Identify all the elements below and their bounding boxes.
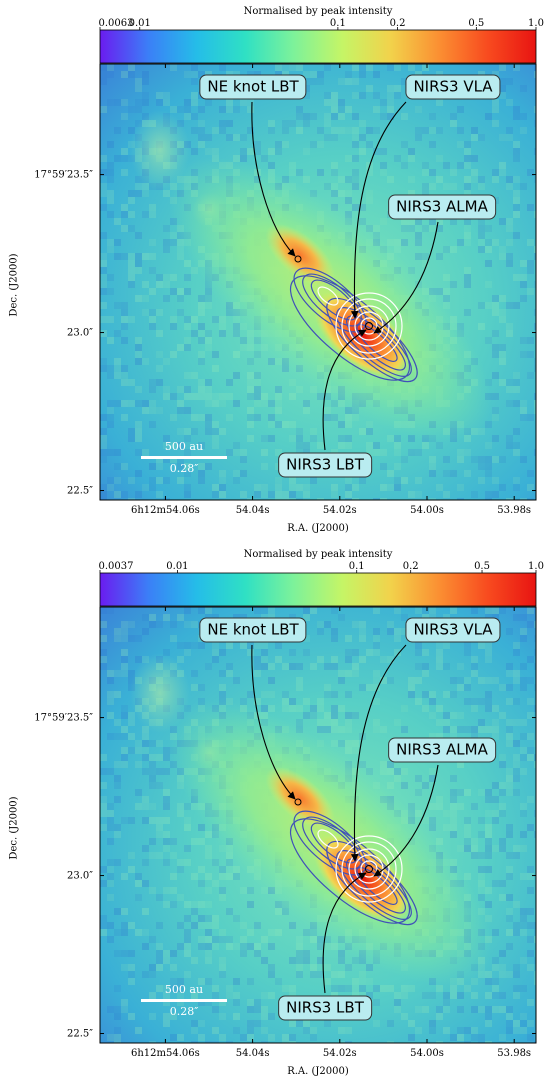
label-nirs3-lbt: NIRS3 LBT xyxy=(278,995,372,1021)
scalebar-au-label: 500 au xyxy=(164,440,204,453)
y-tick-label: 23.0″ xyxy=(66,327,93,339)
annotation-arrow xyxy=(322,872,367,994)
y-tick-label: 22.5″ xyxy=(66,1028,93,1040)
x-tick-label: 54.04s xyxy=(235,1048,270,1059)
bottom-panel: Normalised by peak intensity Dec. (J2000… xyxy=(0,543,552,1085)
annotation-arrow xyxy=(322,329,367,451)
colorbar-tick-label: 0.1 xyxy=(329,18,346,29)
label-nirs3-vla: NIRS3 VLA xyxy=(405,617,501,643)
x-tick-label: 54.02s xyxy=(322,1048,357,1059)
label-nirs3-alma: NIRS3 ALMA xyxy=(388,194,496,220)
colorbar-tick-label: 0.01 xyxy=(166,561,189,572)
x-tick-label: 54.00s xyxy=(410,1048,444,1059)
x-axis-label: R.A. (J2000) xyxy=(287,1066,349,1077)
colorbar-tick-label: 0.1 xyxy=(348,561,365,572)
x-tick-label: 6h12m54.06s xyxy=(131,1048,200,1059)
y-tick-label: 23.0″ xyxy=(66,870,93,882)
colorbar-tick-label: 0.0037 xyxy=(98,561,134,572)
y-tick-label: 17°59′23.5″ xyxy=(34,169,93,181)
intensity-map xyxy=(100,64,536,500)
x-tick-label: 54.02s xyxy=(322,505,357,516)
top-panel-plot xyxy=(99,27,537,501)
x-tick-label: 53.98s xyxy=(497,1048,532,1059)
plot-frame xyxy=(99,63,537,501)
colorbar-title: Normalised by peak intensity xyxy=(243,549,393,560)
ne-knot-marker xyxy=(294,255,302,263)
scalebar xyxy=(141,999,227,1002)
colorbar-tick-label: 1.0 xyxy=(528,18,544,29)
annotation-arrow xyxy=(373,221,439,334)
nirs3-marker xyxy=(365,322,373,330)
y-tick-label: 22.5″ xyxy=(66,485,93,497)
x-tick-label: 54.00s xyxy=(410,505,444,516)
label-nirs3-lbt: NIRS3 LBT xyxy=(278,452,372,478)
label-nirs3-alma: NIRS3 ALMA xyxy=(388,737,496,763)
colorbar-tick-label: 0.01 xyxy=(128,18,151,29)
intensity-map xyxy=(100,607,536,1043)
colorbar-tick-label: 0.2 xyxy=(389,18,406,29)
x-tick-label: 6h12m54.06s xyxy=(131,505,200,516)
colorbar-tick-label: 0.0063 xyxy=(98,18,134,29)
annotation-arrow xyxy=(350,644,407,862)
scalebar-au-label: 500 au xyxy=(164,983,204,996)
colorbar-tick-label: 0.5 xyxy=(474,561,490,572)
scalebar xyxy=(141,456,227,459)
y-axis-label: Dec. (J2000) xyxy=(8,796,20,860)
colorbar-tick-label: 0.2 xyxy=(402,561,419,572)
scalebar-arcsec-label: 0.28″ xyxy=(169,462,199,475)
nirs3-marker xyxy=(365,865,373,873)
x-axis-label: R.A. (J2000) xyxy=(287,523,349,534)
top-panel: Normalised by peak intensity Dec. (J2000… xyxy=(0,0,552,542)
colorbar-tick-label: 1.0 xyxy=(528,561,544,572)
y-tick-label: 17°59′23.5″ xyxy=(34,712,93,724)
colorbar-tick-label: 0.5 xyxy=(468,18,485,29)
x-tick-label: 53.98s xyxy=(497,505,532,516)
colorbar xyxy=(99,29,537,64)
bottom-panel-plot xyxy=(99,570,537,1044)
annotation-arrow xyxy=(350,101,407,319)
colorbar-title: Normalised by peak intensity xyxy=(243,6,393,17)
colorbar xyxy=(99,572,537,607)
label-ne-knot-lbt: NE knot LBT xyxy=(199,617,307,643)
x-tick-label: 54.04s xyxy=(235,505,270,516)
annotation-arrow xyxy=(373,764,439,877)
y-axis-label: Dec. (J2000) xyxy=(8,253,20,317)
annotation-arrow xyxy=(251,101,296,257)
annotation-arrow xyxy=(251,644,296,800)
label-ne-knot-lbt: NE knot LBT xyxy=(199,74,307,100)
label-nirs3-vla: NIRS3 VLA xyxy=(405,74,501,100)
scalebar-arcsec-label: 0.28″ xyxy=(169,1005,199,1018)
plot-frame xyxy=(99,606,537,1044)
ne-knot-marker xyxy=(294,798,302,806)
